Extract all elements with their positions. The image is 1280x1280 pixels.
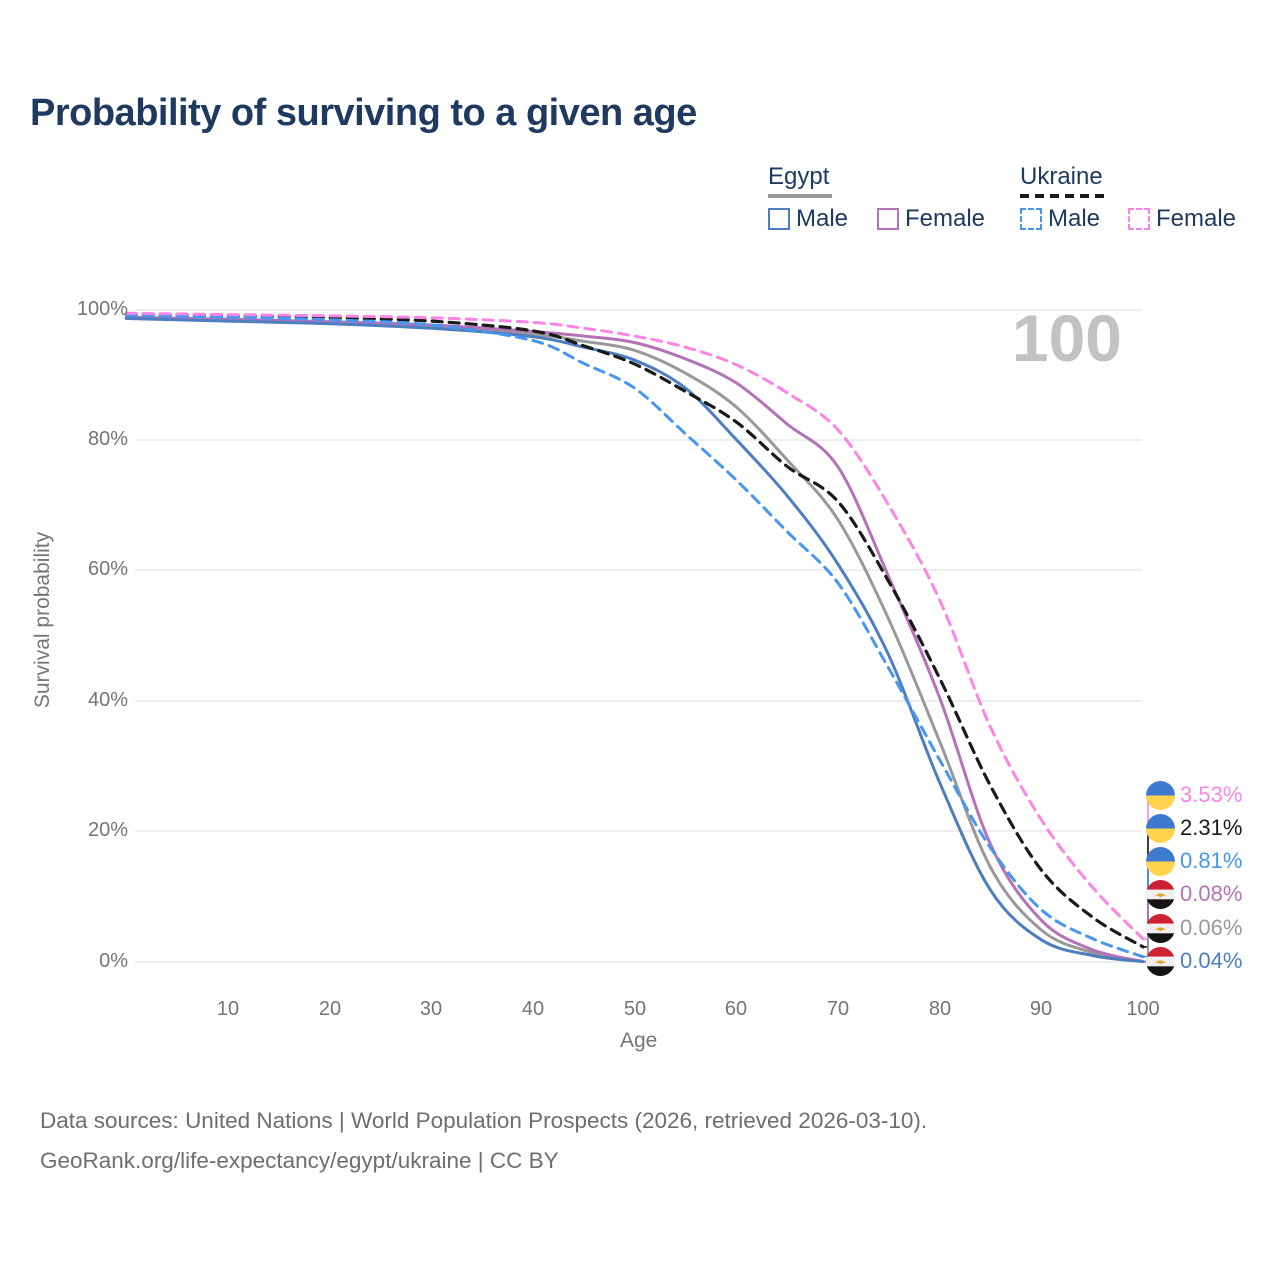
curve-egypt-male[interactable] (124, 317, 1145, 964)
x-axis-title: Age (620, 1029, 658, 1052)
ukraine-flag-icon (1146, 814, 1175, 843)
x-tick-60: 60 (724, 998, 748, 1020)
curve-ukraine-female[interactable] (124, 311, 1145, 941)
x-tick-90: 90 (1029, 998, 1053, 1020)
x-tick-80: 80 (928, 998, 952, 1020)
ukraine-male-swatch (1020, 208, 1042, 230)
legend-group-ukraine: Ukraine (1020, 163, 1108, 198)
y-tick-20: 20% (87, 819, 128, 841)
ukraine-female-swatch (1128, 208, 1150, 230)
curve-ukraine-both[interactable] (124, 312, 1145, 949)
gridlines (135, 309, 1142, 963)
x-tick-40: 40 (521, 998, 545, 1020)
legend-country-egypt: Egypt (768, 163, 830, 190)
attribution-link[interactable]: GeoRank.org/life-expectancy/egypt/ukrain… (40, 1148, 559, 1173)
y-tick-100: 100% (76, 298, 128, 320)
x-tick-100: 100 (1126, 998, 1160, 1020)
y-axis-title: Survival probability (31, 531, 54, 709)
end-label-ukraine-both[interactable]: 2.31% (1146, 812, 1242, 844)
legend-underline-egypt (768, 194, 832, 198)
legend-label: Male (1048, 205, 1101, 232)
end-value: 0.04% (1180, 948, 1243, 973)
y-tick-0: 0% (99, 950, 128, 972)
y-tick-60: 60% (87, 558, 128, 580)
legend-label: Male (796, 205, 849, 232)
egypt-flag-icon (1146, 880, 1175, 909)
legend-label: Female (1156, 205, 1237, 232)
end-label-ukraine-female[interactable]: 3.53% (1146, 779, 1242, 811)
end-label-ukraine-male[interactable]: 0.81% (1146, 845, 1242, 877)
y-tick-40: 40% (87, 689, 128, 711)
legend-underline-ukraine (1020, 194, 1108, 198)
egypt-flag-icon (1146, 914, 1175, 943)
egypt-female-swatch (877, 208, 899, 230)
page-title: Probability of surviving to a given age (30, 92, 697, 134)
end-value: 0.08% (1180, 881, 1243, 906)
data-sources-text: Data sources: United Nations | World Pop… (40, 1108, 928, 1133)
end-label-egypt-female[interactable]: 0.08% (1146, 878, 1242, 910)
end-value: 0.81% (1180, 848, 1243, 873)
y-tick-80: 80% (87, 428, 128, 450)
end-label-egypt-both[interactable]: 0.06% (1146, 912, 1242, 944)
x-tick-50: 50 (623, 998, 647, 1020)
legend-item-ukraine-male[interactable]: Male (1020, 205, 1100, 233)
x-tick-10: 10 (216, 998, 240, 1020)
legend-group-egypt: Egypt (768, 163, 832, 198)
ukraine-flag-icon (1146, 781, 1175, 810)
end-value: 2.31% (1180, 815, 1243, 840)
legend-item-egypt-male[interactable]: Male (768, 205, 848, 233)
legend-country-ukraine: Ukraine (1020, 163, 1103, 190)
egypt-flag-icon (1146, 947, 1175, 976)
curve-egypt-both[interactable] (124, 316, 1145, 964)
end-value: 0.06% (1180, 915, 1243, 940)
end-value: 3.53% (1180, 782, 1243, 807)
curve-ukraine-male[interactable] (124, 313, 1145, 959)
legend-label: Female (905, 205, 986, 232)
x-tick-20: 20 (318, 998, 342, 1020)
curve-egypt-female[interactable] (124, 315, 1145, 963)
legend-item-egypt-female[interactable]: Female (877, 205, 985, 233)
hovered-age-watermark: 100 (1011, 301, 1122, 375)
x-tick-70: 70 (826, 998, 850, 1020)
egypt-male-swatch (768, 208, 790, 230)
x-tick-30: 30 (419, 998, 443, 1020)
end-label-egypt-male[interactable]: 0.04% (1146, 945, 1242, 977)
legend-item-ukraine-female[interactable]: Female (1128, 205, 1236, 233)
ukraine-flag-icon (1146, 847, 1175, 876)
